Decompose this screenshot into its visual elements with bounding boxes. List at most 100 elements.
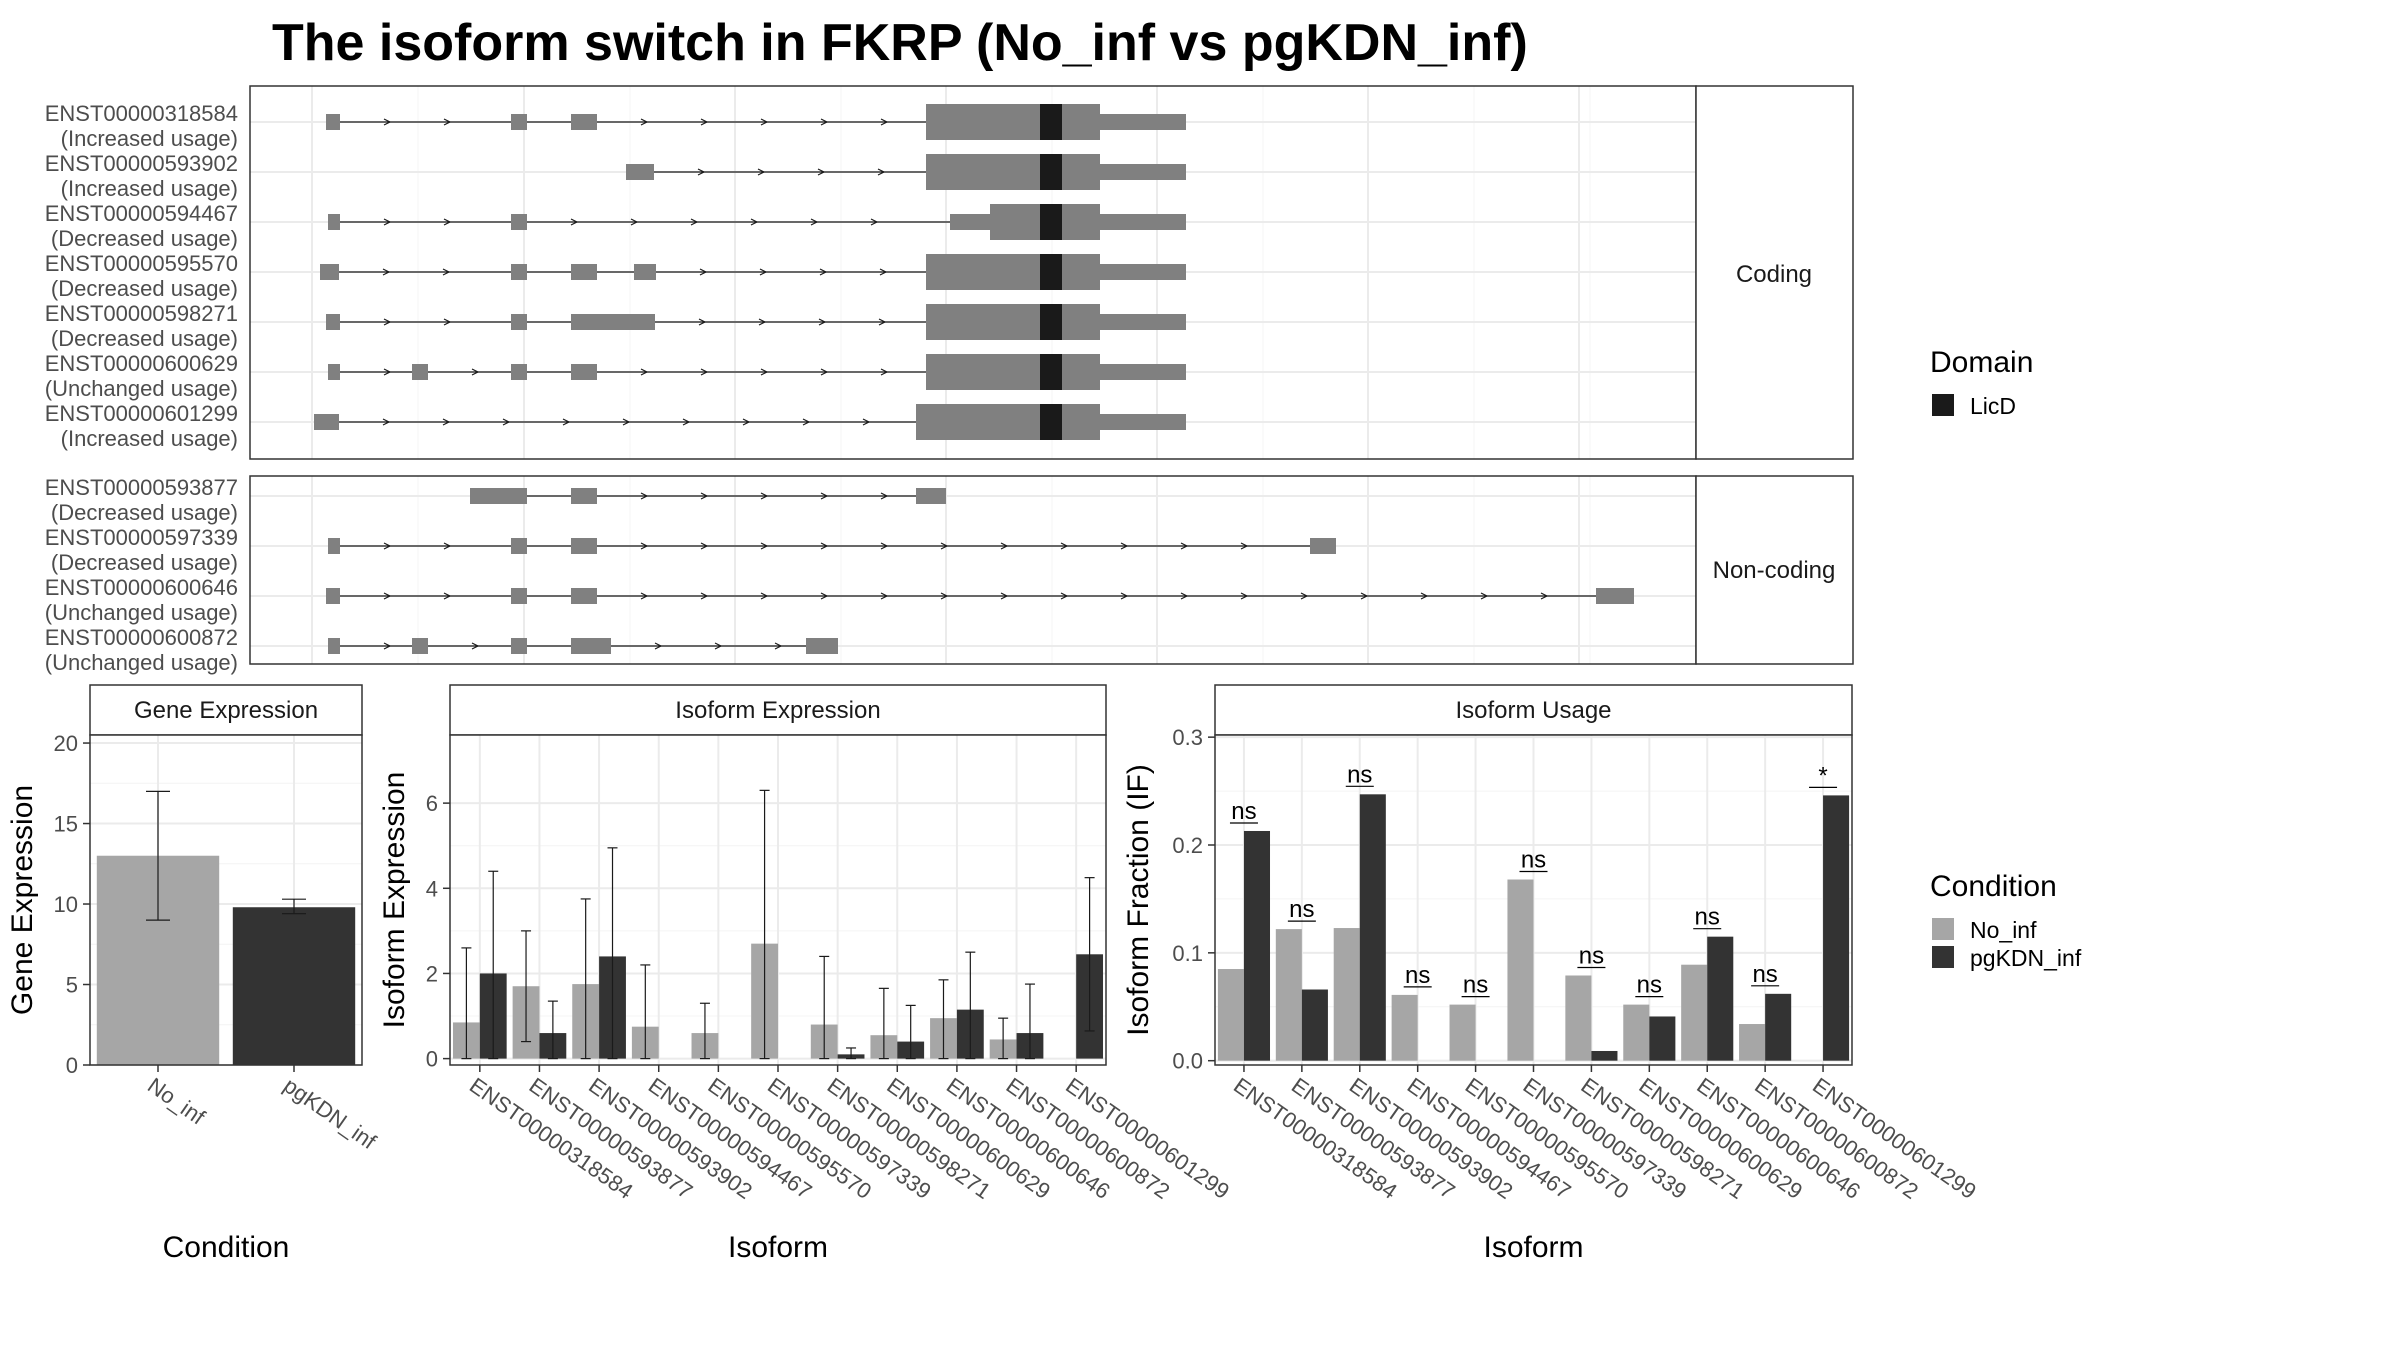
- bar: [1591, 1050, 1618, 1061]
- intron-arrow: [1120, 542, 1129, 550]
- intron-arrow: [383, 368, 392, 376]
- bar: [1217, 969, 1244, 1061]
- significance-label: ns: [1231, 798, 1256, 825]
- intron-arrow: [940, 542, 949, 550]
- condition-legend-swatch-no-inf: [1932, 918, 1954, 940]
- exon: [1062, 304, 1100, 340]
- significance-label: ns: [1637, 972, 1662, 999]
- transcript-usage-label: (Increased usage): [61, 126, 238, 151]
- exon: [926, 154, 1040, 190]
- y-axis-title: Isoform Fraction (IF): [1122, 764, 1155, 1036]
- intron-arrow: [758, 318, 767, 326]
- structure-panel-bg: [250, 476, 1696, 664]
- significance-label: ns: [1405, 962, 1430, 989]
- intron-arrow: [750, 218, 759, 226]
- significance-label: *: [1818, 762, 1827, 789]
- intron-arrow: [690, 218, 699, 226]
- y-tick-label: 20: [54, 731, 78, 756]
- exon: [511, 364, 527, 380]
- exon: [634, 264, 656, 280]
- x-tick-label: pgKDN_inf: [279, 1073, 381, 1155]
- transcript-id-label: ENST00000597339: [45, 525, 238, 550]
- intron-arrow: [1300, 592, 1309, 600]
- exon: [1100, 314, 1186, 330]
- intron-arrow: [640, 368, 649, 376]
- bar: [1739, 1024, 1766, 1061]
- intron-arrow: [443, 592, 452, 600]
- exon: [511, 214, 527, 230]
- transcript-id-label: ENST00000594467: [45, 201, 238, 226]
- significance-label: ns: [1521, 847, 1546, 874]
- transcript-usage-label: (Decreased usage): [51, 326, 238, 351]
- bar: [1623, 1004, 1650, 1061]
- exon: [571, 638, 611, 654]
- transcript-usage-label: (Decreased usage): [51, 550, 238, 575]
- chart-title: Isoform Expression: [675, 697, 880, 724]
- figure-title: The isoform switch in FKRP (No_inf vs pg…: [272, 14, 1528, 72]
- exon: [320, 264, 339, 280]
- exon: [1100, 214, 1186, 230]
- chart-title: Gene Expression: [134, 697, 318, 724]
- y-tick-label: 10: [54, 892, 78, 917]
- intron-arrow: [622, 418, 631, 426]
- bar: [1301, 989, 1328, 1061]
- intron-arrow: [471, 642, 480, 650]
- bar: [1507, 879, 1534, 1061]
- significance-label: ns: [1289, 896, 1314, 923]
- intron-arrow: [817, 168, 826, 176]
- intron-arrow: [940, 592, 949, 600]
- intron-arrow: [697, 168, 706, 176]
- intron-arrow: [1000, 592, 1009, 600]
- exon: [511, 588, 527, 604]
- intron-arrow: [1180, 592, 1189, 600]
- intron-arrow: [383, 542, 392, 550]
- exon: [314, 414, 339, 430]
- exon: [1062, 104, 1100, 140]
- transcript-id-label: ENST00000318584: [45, 101, 238, 126]
- intron-arrow: [880, 592, 889, 600]
- chart-title: Isoform Usage: [1455, 697, 1611, 724]
- exon: [571, 264, 597, 280]
- bar: [1649, 1016, 1676, 1061]
- intron-arrow: [760, 492, 769, 500]
- licd-domain: [1040, 154, 1062, 190]
- intron-arrow: [700, 592, 709, 600]
- intron-arrow: [880, 492, 889, 500]
- exon: [926, 304, 1040, 340]
- intron-arrow: [1060, 542, 1069, 550]
- y-tick-label: 0.1: [1172, 941, 1203, 966]
- bar: [1243, 830, 1271, 1061]
- transcript-id-label: ENST00000595570: [45, 251, 238, 276]
- exon: [326, 114, 340, 130]
- exon: [326, 588, 340, 604]
- intron-arrow: [819, 268, 828, 276]
- y-tick-label: 4: [426, 876, 438, 901]
- exon: [1100, 414, 1186, 430]
- intron-arrow: [862, 418, 871, 426]
- intron-arrow: [1000, 542, 1009, 550]
- domain-legend-label-licd: LicD: [1970, 393, 2016, 419]
- intron-arrow: [878, 318, 887, 326]
- y-tick-label: 0: [66, 1053, 78, 1078]
- intron-arrow: [820, 592, 829, 600]
- chart-strip: [1214, 684, 1853, 736]
- intron-arrow: [382, 418, 391, 426]
- isoform-usage-chart: Isoform Usage 0.0 0.1 0.2 0.3 ns ns ns ns ns ns ns n…: [1122, 684, 1981, 1264]
- intron-arrow: [699, 268, 708, 276]
- isoform-expression-chart: Isoform Expression0246ENST00000318584ENS…: [378, 684, 1234, 1264]
- bar: [1449, 1004, 1476, 1061]
- intron-arrow: [818, 318, 827, 326]
- condition-legend-label-no-inf: No_inf: [1970, 917, 2037, 943]
- significance-label: ns: [1347, 761, 1372, 788]
- exon: [571, 588, 597, 604]
- y-tick-label: 5: [66, 973, 78, 998]
- exon: [926, 104, 1040, 140]
- significance-label: ns: [1579, 942, 1604, 969]
- bar: [1333, 928, 1360, 1061]
- significance-label: ns: [1463, 972, 1488, 999]
- exon: [328, 638, 340, 654]
- intron-arrow: [640, 592, 649, 600]
- chart-strip: [89, 684, 363, 736]
- intron-arrow: [383, 592, 392, 600]
- transcript-id-label: ENST00000600646: [45, 575, 238, 600]
